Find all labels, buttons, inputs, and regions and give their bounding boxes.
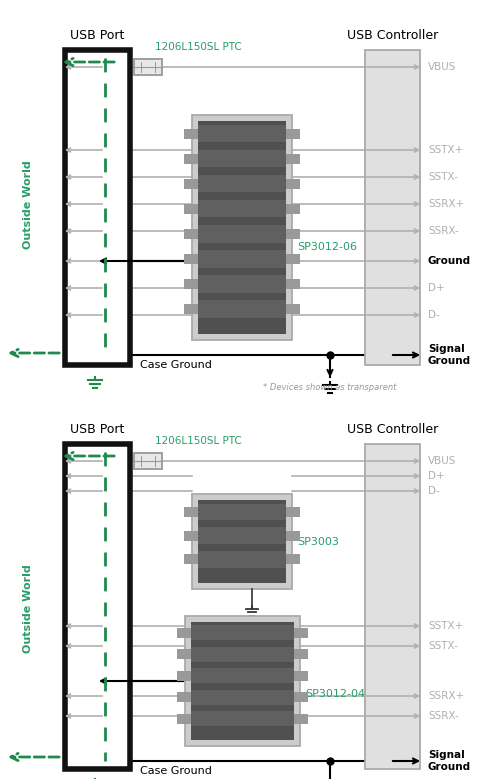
Bar (286, 229, 300, 239)
Text: USB Controller: USB Controller (347, 423, 438, 436)
Text: SP3012-06: SP3012-06 (297, 242, 357, 252)
Bar (198, 250, 286, 268)
Bar (192, 494, 292, 589)
Bar (191, 647, 294, 661)
Bar (198, 225, 286, 242)
Text: SSRX+: SSRX+ (428, 691, 464, 701)
Bar (177, 692, 191, 702)
Bar (191, 689, 294, 704)
Bar (294, 649, 308, 659)
Bar (191, 626, 294, 640)
Bar (286, 178, 300, 189)
Bar (192, 115, 292, 340)
Text: SSRX-: SSRX- (428, 226, 459, 236)
Text: D+: D+ (428, 283, 444, 293)
Bar (198, 174, 286, 192)
Bar (184, 178, 198, 189)
Text: Signal
Ground: Signal Ground (428, 750, 471, 772)
Bar (286, 203, 300, 213)
Bar (177, 649, 191, 659)
Bar (286, 530, 300, 541)
Bar (286, 555, 300, 564)
Bar (198, 300, 286, 318)
Bar (198, 125, 286, 143)
Text: Case Ground: Case Ground (140, 360, 212, 370)
Text: SSTX+: SSTX+ (428, 145, 463, 155)
Bar (198, 200, 286, 217)
Text: SSTX-: SSTX- (428, 172, 458, 182)
Text: SSTX+: SSTX+ (428, 621, 463, 631)
Text: Outside World: Outside World (23, 565, 33, 654)
Bar (286, 254, 300, 264)
Text: VBUS: VBUS (428, 62, 456, 72)
Bar (198, 527, 286, 544)
Text: SP3012-04: SP3012-04 (305, 689, 365, 699)
Bar (198, 503, 286, 520)
Bar (184, 254, 198, 264)
Bar (184, 530, 198, 541)
Bar (184, 507, 198, 516)
Text: SSRX-: SSRX- (428, 711, 459, 721)
Bar (286, 304, 300, 314)
Bar (191, 711, 294, 726)
Text: USB Port: USB Port (70, 29, 124, 42)
Text: SSRX+: SSRX+ (428, 199, 464, 209)
Text: Signal
Ground: Signal Ground (428, 344, 471, 366)
Bar (286, 507, 300, 516)
Bar (365, 444, 420, 769)
Bar (198, 551, 286, 568)
Bar (198, 150, 286, 167)
Bar (294, 692, 308, 702)
Text: SP3003: SP3003 (297, 537, 339, 547)
Bar (65, 50, 130, 365)
Bar (286, 129, 300, 139)
Bar (198, 275, 286, 293)
Bar (191, 668, 294, 683)
Bar (198, 500, 286, 583)
Bar (177, 628, 191, 638)
Bar (198, 121, 286, 334)
Bar (65, 444, 130, 769)
Bar (134, 59, 162, 75)
Bar (134, 453, 162, 469)
Bar (191, 622, 294, 740)
Text: USB Port: USB Port (70, 423, 124, 436)
Bar (177, 671, 191, 681)
Bar (185, 616, 300, 746)
Text: VBUS: VBUS (428, 456, 456, 466)
Text: * Devices shown as transparent: * Devices shown as transparent (264, 383, 396, 392)
Text: Case Ground: Case Ground (140, 766, 212, 776)
Text: Outside World: Outside World (23, 160, 33, 249)
Bar (184, 203, 198, 213)
Bar (177, 714, 191, 724)
Text: 1206L150SL PTC: 1206L150SL PTC (155, 436, 242, 446)
Bar (184, 304, 198, 314)
Bar (286, 153, 300, 164)
Bar (294, 714, 308, 724)
Text: D+: D+ (428, 471, 444, 481)
Bar (294, 671, 308, 681)
Text: Ground: Ground (428, 256, 471, 266)
Bar (294, 628, 308, 638)
Bar (184, 555, 198, 564)
Bar (184, 229, 198, 239)
Text: SSTX-: SSTX- (428, 641, 458, 651)
Text: 1206L150SL PTC: 1206L150SL PTC (155, 42, 242, 52)
Text: USB Controller: USB Controller (347, 29, 438, 42)
Bar (184, 153, 198, 164)
Text: D-: D- (428, 310, 440, 320)
Bar (184, 279, 198, 289)
Text: D-: D- (428, 486, 440, 496)
Bar (184, 129, 198, 139)
Bar (365, 50, 420, 365)
Bar (286, 279, 300, 289)
